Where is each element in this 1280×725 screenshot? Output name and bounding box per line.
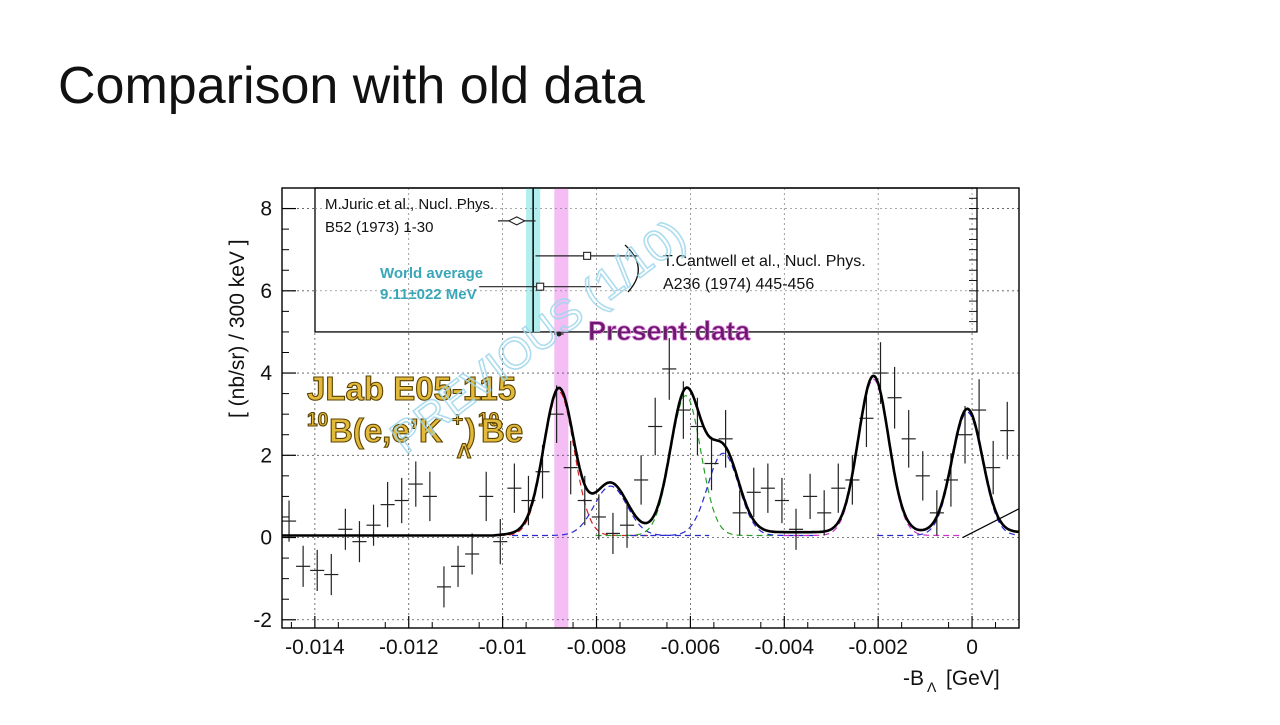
inset-point-marker <box>536 282 545 291</box>
inset-grid <box>315 188 977 332</box>
x-tick-label: -0.006 <box>661 636 721 659</box>
x-tick-label: -0.01 <box>479 636 527 659</box>
reaction-charge: + <box>452 410 463 431</box>
x-axis-label-main: -B <box>903 667 924 690</box>
x-tick-label: -0.004 <box>755 636 815 659</box>
reaction-product: Be <box>481 412 523 449</box>
reaction-hyper-sub: Λ <box>457 440 471 463</box>
inset-point-marker <box>583 251 592 260</box>
background-line <box>962 508 1020 539</box>
fit-component-curve <box>630 452 816 537</box>
juric-label-line2: B52 (1973) 1-30 <box>325 219 433 236</box>
x-tick-labels: -0.014 -0.012 -0.01 -0.008 -0.006 -0.004 -0.00… <box>285 636 978 659</box>
y-axis-label: [ (nb/sr) / 300 keV ] <box>226 239 249 418</box>
x-axis-label-unit: [GeV] <box>946 667 1000 690</box>
reaction-mass-b: 10 <box>478 410 499 431</box>
inset-point-marker <box>507 216 526 226</box>
data-points <box>282 338 1015 608</box>
axis-ticks <box>282 207 997 628</box>
cantwell-label-line1: T.Cantwell et al., Nucl. Phys. <box>663 253 866 270</box>
plot-frame <box>281 187 1020 629</box>
x-axis-label-sub: Λ <box>927 679 937 695</box>
fit-component-curve <box>512 485 710 537</box>
y-tick-label: -2 <box>253 609 272 632</box>
y-tick-label: 0 <box>260 527 272 550</box>
reaction-mass-a: 10 <box>307 410 328 431</box>
total-fit-curve <box>282 374 1020 537</box>
present-data-inset-band <box>554 188 569 332</box>
comparison-inset: M.Juric et al., Nucl. Phys. B52 (1973) 1… <box>314 187 978 346</box>
cantwell-bracket <box>624 244 639 293</box>
x-tick-label: -0.012 <box>379 636 439 659</box>
cantwell-label-line2: A236 (1974) 445-456 <box>663 276 814 293</box>
x-axis-label: -B Λ [GeV] <box>903 667 1000 695</box>
inset-points <box>479 216 639 337</box>
grid-lines <box>282 188 1019 628</box>
present-data-label: Present data <box>588 316 751 346</box>
experiment-label: JLab E05-115 <box>307 370 516 407</box>
juric-label-line1: M.Juric et al., Nucl. Phys. <box>325 196 494 213</box>
y-tick-labels: -2 0 2 4 6 8 <box>253 198 272 632</box>
x-tick-label: -0.014 <box>285 636 345 659</box>
world-average-value: 9.11±022 MeV <box>380 286 477 303</box>
reaction-label: 10 B(e,e’K + ) 10 Λ Be <box>306 409 523 463</box>
reaction-target: B(e,e’K <box>329 412 443 449</box>
x-tick-label: 0 <box>966 636 978 659</box>
y-tick-label: 6 <box>260 280 272 303</box>
world-average-label: World average <box>380 265 483 282</box>
x-tick-label: -0.002 <box>848 636 908 659</box>
x-tick-label: -0.008 <box>567 636 627 659</box>
reaction-close: ) <box>465 412 476 449</box>
experiment-annotation: JLab E05-115 10 B(e,e’K + ) 10 Λ Be <box>306 369 523 463</box>
fit-component-curve <box>595 395 776 537</box>
y-tick-label: 8 <box>260 198 272 221</box>
y-tick-label: 2 <box>260 444 272 467</box>
slide-title: Comparison with old data <box>58 57 645 115</box>
inset-point-marker <box>556 331 562 337</box>
y-tick-label: 4 <box>260 362 272 385</box>
